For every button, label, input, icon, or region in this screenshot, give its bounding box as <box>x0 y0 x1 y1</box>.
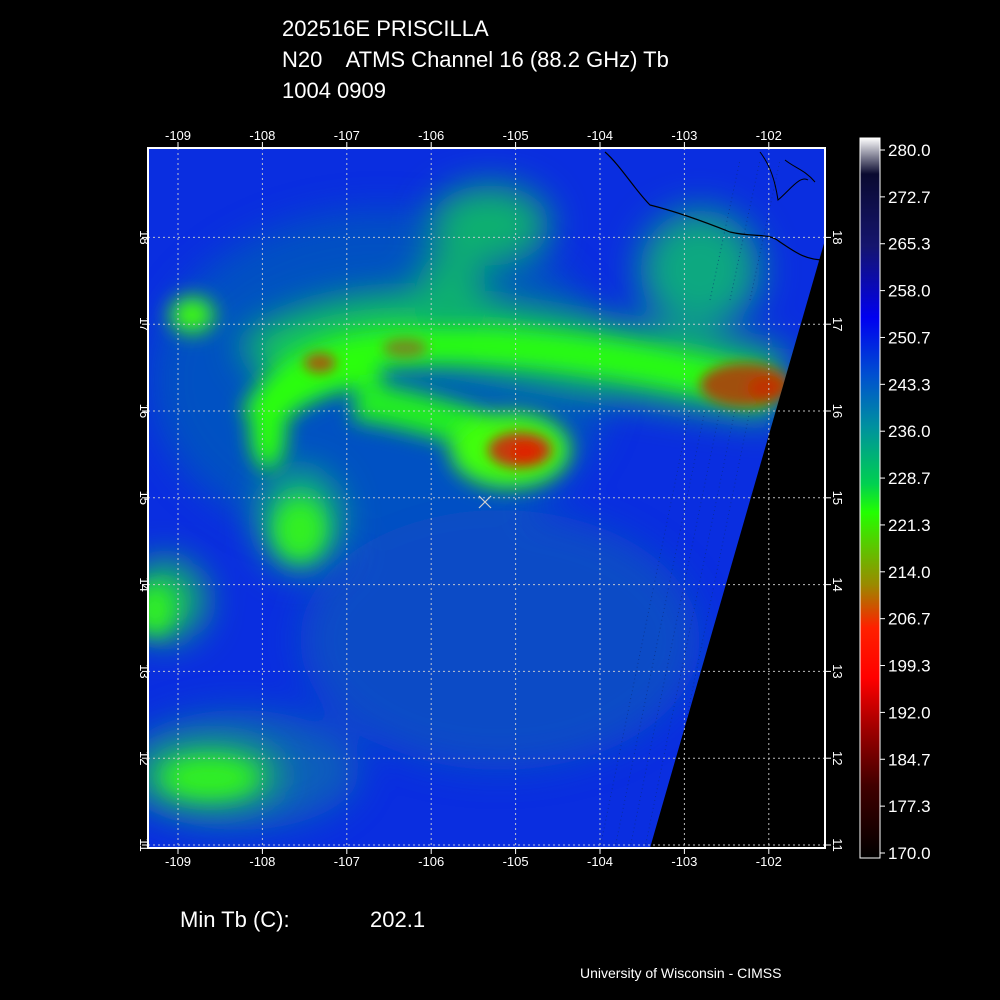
lon-tick-label-bottom: -105 <box>503 854 529 869</box>
lat-tick-label-right: 11 <box>830 838 845 852</box>
min-tb-label: Min Tb (C): <box>180 907 290 932</box>
x-marker <box>478 495 492 509</box>
colorbar-label: 170.0 <box>888 844 931 863</box>
lat-tick-label-left: 11 <box>137 838 152 852</box>
lon-tick-label-bottom: -107 <box>334 854 360 869</box>
lat-tick-label-left: 14 <box>137 577 152 591</box>
no-data-region <box>650 240 825 848</box>
storm-title: 202516E PRISCILLA <box>282 16 489 41</box>
lon-tick-label-top: -104 <box>587 128 613 143</box>
lat-tick-label-left: 13 <box>137 664 152 678</box>
lon-tick-label-top: -105 <box>503 128 529 143</box>
lat-tick-label-left: 15 <box>137 491 152 505</box>
lon-tick-label-bottom: -102 <box>756 854 782 869</box>
colorbar <box>859 137 881 859</box>
lat-tick-label-right: 16 <box>830 404 845 418</box>
colorbar-label: 272.7 <box>888 188 931 207</box>
colorbar-label: 250.7 <box>888 328 931 347</box>
lon-tick-label-bottom: -103 <box>671 854 697 869</box>
coastline-inlet <box>759 151 816 201</box>
lon-tick-label-top: -103 <box>671 128 697 143</box>
sensor-title: N20 ATMS Channel 16 (88.2 GHz) Tb <box>282 47 669 72</box>
colorbar-label: 221.3 <box>888 516 931 535</box>
lon-tick-label-bottom: -109 <box>165 854 191 869</box>
colorbar-label: 206.7 <box>888 610 931 629</box>
colorbar-label: 265.3 <box>888 235 931 254</box>
colorbar-label: 228.7 <box>888 469 931 488</box>
colorbar-label: 184.7 <box>888 750 931 769</box>
grid-lines <box>148 148 825 848</box>
lat-tick-label-right: 13 <box>830 664 845 678</box>
credit-text: University of Wisconsin - CIMSS <box>580 965 782 981</box>
lat-tick-label-right: 15 <box>830 491 845 505</box>
colorbar-label: 177.3 <box>888 797 931 816</box>
lat-tick-label-left: 18 <box>137 230 152 244</box>
lon-tick-label-bottom: -106 <box>418 854 444 869</box>
colorbar-label: 192.0 <box>888 703 931 722</box>
colorbar-label: 214.0 <box>888 563 931 582</box>
colorbar-label: 258.0 <box>888 282 931 301</box>
lat-tick-label-left: 16 <box>137 404 152 418</box>
lon-tick-label-bottom: -108 <box>249 854 275 869</box>
datetime-title: 1004 0909 <box>282 78 386 103</box>
lon-tick-label-top: -106 <box>418 128 444 143</box>
lon-tick-label-bottom: -104 <box>587 854 613 869</box>
colorbar-label: 243.3 <box>888 375 931 394</box>
lon-tick-label-top: -109 <box>165 128 191 143</box>
lon-tick-label-top: -102 <box>756 128 782 143</box>
lat-tick-label-right: 18 <box>830 230 845 244</box>
tb-field <box>148 148 825 848</box>
lat-tick-label-left: 17 <box>137 317 152 331</box>
lat-tick-label-right: 12 <box>830 751 845 765</box>
lat-tick-label-right: 14 <box>830 577 845 591</box>
colorbar-label: 199.3 <box>888 657 931 676</box>
lon-tick-label-top: -108 <box>249 128 275 143</box>
axis-ticks: -109 -109 -108 -108 -107 -107 -106 -106 -105 -105… <box>137 128 845 869</box>
lat-tick-label-right: 17 <box>830 317 845 331</box>
min-tb-value: 202.1 <box>370 907 426 932</box>
colorbar-label: 280.0 <box>888 141 931 160</box>
colorbar-label: 236.0 <box>888 422 931 441</box>
lat-tick-label-left: 12 <box>137 751 152 765</box>
lon-tick-label-top: -107 <box>334 128 360 143</box>
colorbar-ticks: 280.0 272.7 265.3 258.0 250.7 243.3 236.0 228.7… <box>880 141 931 863</box>
tb-map: -109 -109 -108 -108 -107 -107 -106 -106 -105 -105… <box>137 128 931 869</box>
coastline <box>604 151 825 261</box>
